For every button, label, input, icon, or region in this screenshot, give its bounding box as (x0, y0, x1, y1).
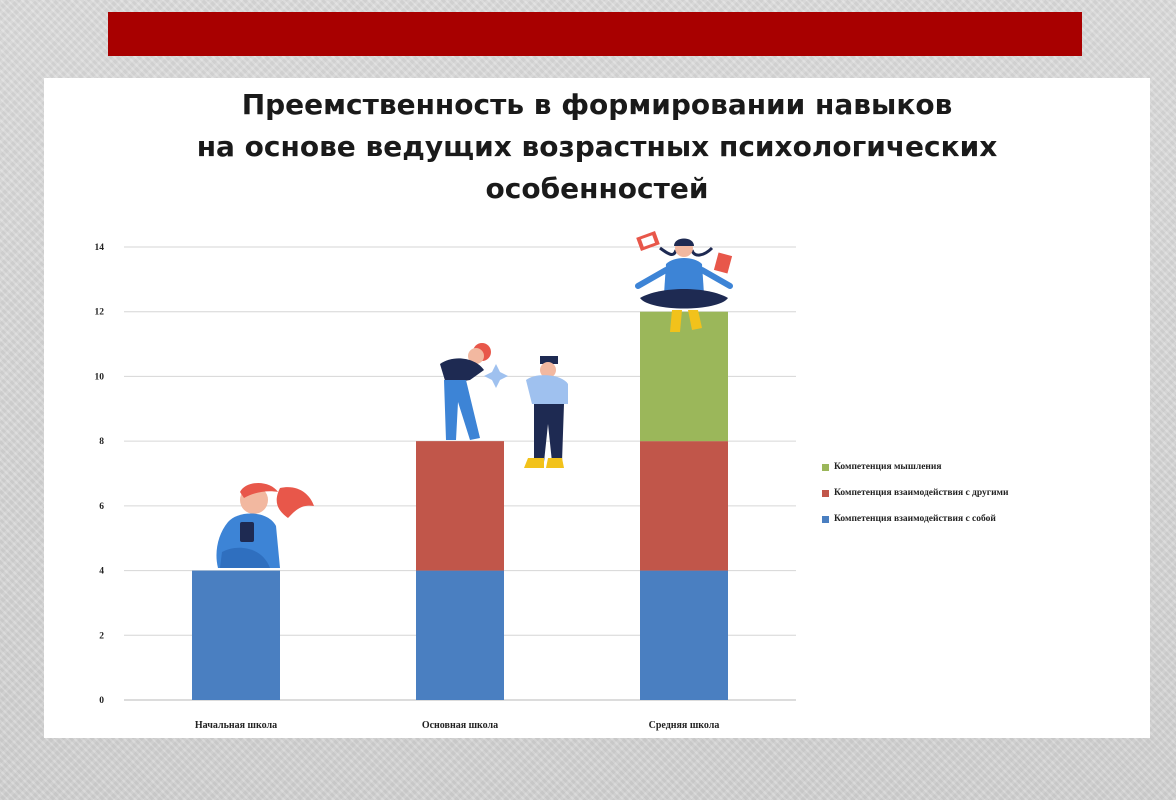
chart-legend: Компетенция мышления Компетенция взаимод… (822, 454, 1009, 532)
legend-item-thinking: Компетенция мышления (822, 454, 1009, 480)
y-tick-label: 8 (99, 437, 104, 447)
title-line-1: Преемственность в формировании навыков (241, 88, 953, 121)
x-tick-label: Средняя школа (649, 720, 720, 731)
legend-swatch-red (822, 489, 829, 497)
title-line-3: особенностей (485, 172, 709, 205)
x-tick-label: Основная школа (422, 720, 498, 731)
title-line-2: на основе ведущих возрастных психологиче… (196, 130, 998, 163)
legend-label-self: Компетенция взаимодействия с собой (834, 514, 996, 524)
accent-bar (108, 12, 1082, 56)
meditating-girl-illustration (635, 231, 733, 332)
y-tick-label: 2 (99, 631, 104, 641)
slide-title: Преемственность в формировании навыков н… (44, 84, 1150, 210)
axis-tick-labels: 0 2 4 6 8 10 12 14 Начальная школа Основная школа… (95, 243, 720, 731)
bar-segment (416, 570, 504, 700)
y-tick-label: 6 (99, 502, 104, 512)
legend-swatch-blue (822, 515, 829, 523)
legend-label-others: Компетенция взаимодействия с другими (834, 488, 1009, 498)
illustrations (216, 231, 733, 568)
y-tick-label: 4 (99, 567, 104, 577)
legend-swatch-green (822, 463, 829, 471)
legend-item-others: Компетенция взаимодействия с другими (822, 480, 1009, 506)
bar-segment (192, 570, 280, 700)
bar-segment (640, 570, 728, 700)
y-tick-label: 14 (95, 243, 105, 253)
teacher-and-child-illustration (440, 343, 568, 468)
y-tick-label: 0 (99, 696, 104, 706)
bar-segment (640, 311, 728, 442)
bar-segment (416, 441, 504, 571)
legend-label-thinking: Компетенция мышления (834, 462, 942, 472)
legend-item-self: Компетенция взаимодействия с собой (822, 506, 1009, 532)
bar-segment (640, 441, 728, 571)
y-tick-label: 12 (95, 308, 105, 318)
bars (192, 311, 728, 700)
y-tick-label: 10 (95, 372, 105, 382)
x-tick-label: Начальная школа (195, 720, 277, 731)
girl-with-phone-illustration (216, 483, 314, 568)
